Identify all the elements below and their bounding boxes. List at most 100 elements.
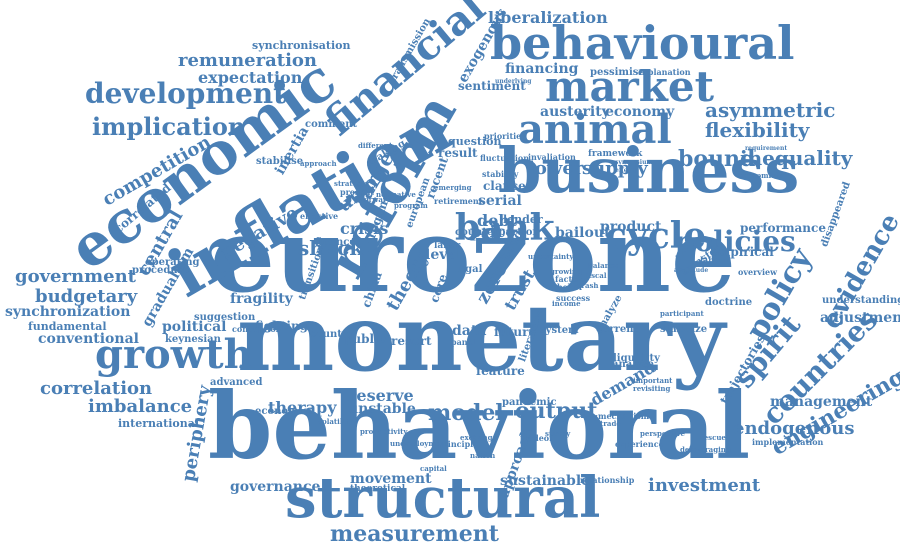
cloud-word: labor [434, 241, 461, 251]
cloud-word: price [470, 222, 516, 241]
cloud-word: fundamental [28, 320, 107, 333]
cloud-word: fragility [230, 291, 293, 307]
cloud-word: success [556, 293, 591, 303]
cloud-word: serial [478, 193, 522, 209]
cloud-word: supply [582, 158, 648, 179]
cloud-word: current [596, 324, 639, 335]
cloud-word: liberalization [488, 8, 608, 27]
cloud-word: analyse [612, 359, 654, 370]
cloud-word: level [425, 247, 462, 263]
cloud-word: growing [550, 267, 582, 276]
cloud-word: liquidity [613, 353, 660, 364]
cloud-word: implementation [752, 437, 824, 447]
cloud-word: stability [482, 169, 519, 179]
cloud-word: overview [738, 267, 777, 277]
cloud-word: volatility [318, 417, 353, 426]
cloud-word: future [494, 325, 537, 339]
cloud-word: uncertainty [528, 252, 574, 261]
cloud-word: present [340, 187, 375, 197]
cloud-word: economics [255, 406, 315, 417]
cloud-word: survey [545, 429, 571, 438]
cloud-word: correlation [40, 378, 153, 399]
cloud-word: doctrine [705, 297, 753, 308]
cloud-word: mechanism [598, 411, 650, 421]
cloud-word: conception [232, 324, 282, 334]
cloud-word: productivity [360, 427, 408, 436]
cloud-word: legal [455, 264, 483, 275]
cloud-word: conventional [38, 331, 139, 347]
cloud-word: performance [740, 221, 826, 235]
cloud-word: unemployment [390, 439, 449, 448]
cloud-word: output [515, 398, 598, 424]
cloud-word: perspective [640, 429, 686, 438]
cloud-word: crash [577, 281, 599, 290]
cloud-word: relationship [580, 475, 635, 485]
cloud-word: financing [505, 61, 579, 77]
cloud-word: market [545, 62, 715, 111]
cloud-word: therapy [268, 398, 337, 417]
cloud-word: program [394, 201, 428, 210]
cloud-word: stabilise [256, 156, 304, 167]
cloud-word: sustainable [500, 473, 591, 489]
cloud-word: business [498, 134, 800, 207]
cloud-word: model [428, 400, 504, 426]
cloud-word: revisiting [633, 384, 671, 393]
cloud-word: cycle [605, 215, 707, 257]
cloud-word: empirical [710, 245, 774, 259]
cloud-word: comment [305, 119, 358, 130]
cloud-word: public [344, 332, 386, 346]
cloud-word: balance [588, 261, 619, 270]
cloud-word: exchange [460, 433, 497, 442]
cloud-word: procedure [132, 265, 190, 276]
cloud-word: explanation [638, 67, 691, 77]
cloud-word: tradeoff [520, 433, 556, 443]
cloud-word: factor [555, 274, 582, 284]
cloud-word: keynesian [165, 334, 221, 345]
cloud-word: suggestion [194, 312, 256, 323]
cloud-word: measurement [330, 521, 499, 547]
cloud-word: retirement [434, 196, 483, 206]
cloud-word: fluctuation [480, 153, 530, 163]
cloud-word: eurozone [210, 196, 736, 316]
cloud-word: principle [438, 439, 479, 449]
cloud-word: behavioural [490, 16, 795, 70]
cloud-word: feature [476, 364, 525, 378]
cloud-word: fighting [255, 319, 309, 333]
cloud-word: austerity [540, 104, 610, 120]
cloud-word: reserve [348, 386, 414, 405]
cloud-word: experience [615, 439, 664, 449]
cloud-word: remuneration [178, 50, 317, 71]
cloud-word: policies [675, 225, 796, 258]
cloud-word: amplitude [674, 267, 709, 274]
cloud-word: requirement [745, 145, 788, 152]
cloud-word: panel [451, 337, 476, 347]
cloud-word: investment [648, 475, 761, 496]
cloud-word: operating [145, 257, 200, 268]
cloud-word: resort [391, 334, 432, 348]
cloud-word: crisis [340, 219, 389, 238]
cloud-word: pandemic [502, 397, 557, 408]
cloud-word: understanding [822, 295, 900, 306]
cloud-word: effective [300, 211, 339, 221]
cloud-word: nation [470, 451, 496, 460]
cloud-word: approach [300, 159, 337, 168]
cloud-word: question [448, 135, 502, 148]
cloud-word: capital [420, 464, 447, 473]
cloud-word: growth [95, 331, 253, 378]
cloud-word: labour [700, 255, 730, 265]
cloud-word: bound [678, 146, 756, 172]
cloud-word: expectation [198, 68, 303, 87]
cloud-word: synchronization [5, 304, 131, 320]
cloud-word: sentiment [458, 79, 526, 93]
cloud-word: country [310, 329, 353, 340]
cloud-word: movement [350, 471, 432, 487]
cloud-word: participant [660, 309, 704, 318]
cloud-word: fiscal [586, 271, 607, 280]
cloud-word: income [552, 299, 581, 308]
cloud-word: result [438, 146, 478, 160]
cloud-word: endogenous [733, 418, 855, 439]
cloud-word: imbalance [88, 396, 193, 417]
cloud-word: flexibility [705, 118, 810, 142]
cloud-word: important [633, 376, 673, 385]
